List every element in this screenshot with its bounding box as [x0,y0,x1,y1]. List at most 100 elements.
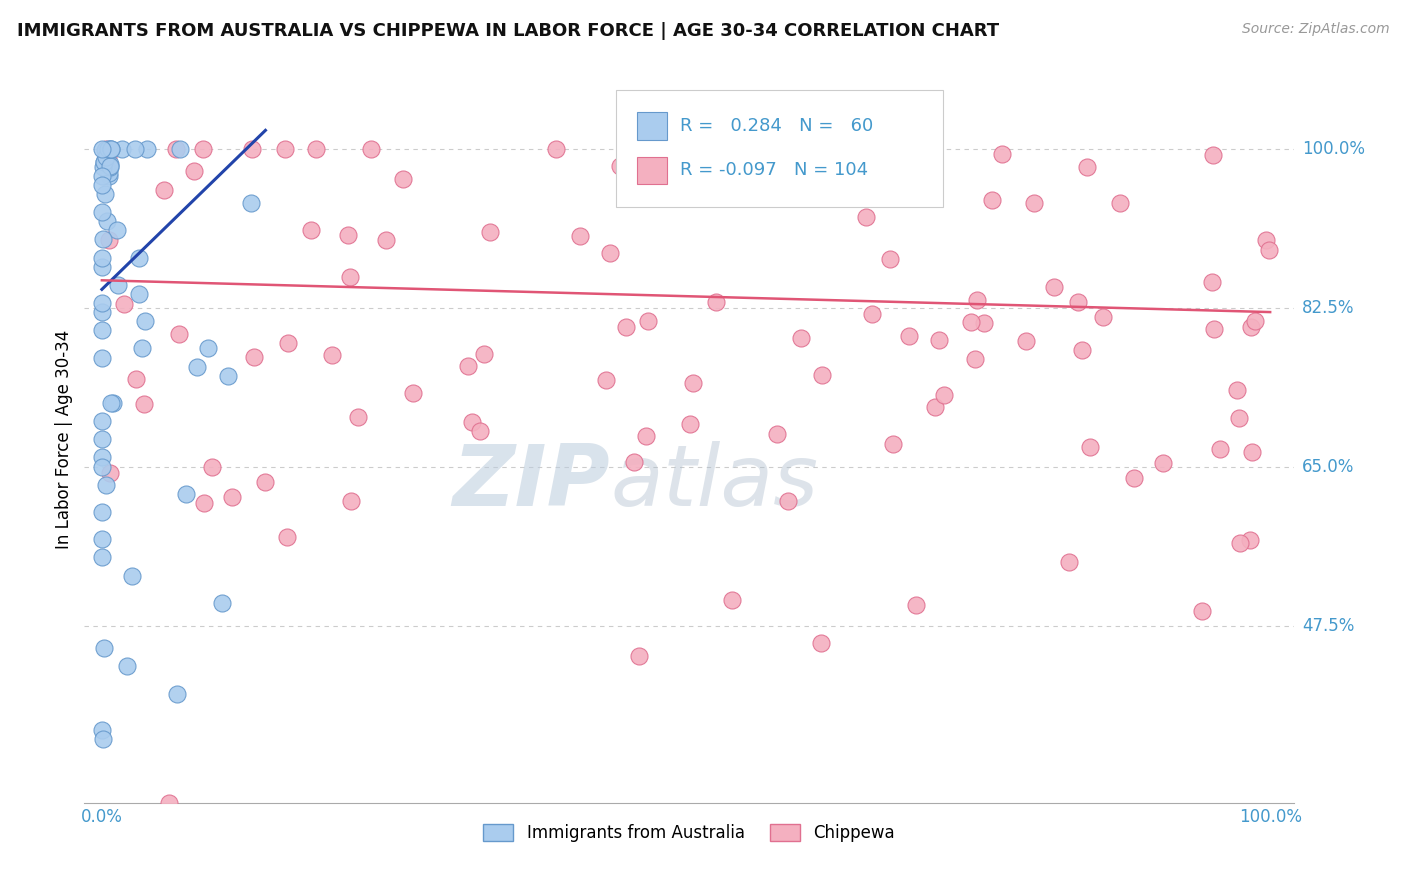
Point [166,687,188,701]
Point [91,732,114,747]
Point [963,351,986,366]
Point [637,314,659,328]
Point [1227,411,1250,425]
Point [134,314,156,328]
FancyBboxPatch shape [616,90,943,207]
Point [1257,243,1279,257]
Point [165,142,187,156]
Point [614,319,637,334]
Point [879,252,901,266]
Point [183,164,205,178]
Point [111,142,134,156]
Point [299,223,322,237]
Point [478,225,501,239]
Point [1226,384,1249,398]
Point [125,372,148,386]
Point [766,427,789,442]
Point [91,450,114,465]
Point [599,246,621,260]
Point [402,385,425,400]
Point [98,466,121,480]
Point [1244,314,1267,328]
Point [648,142,671,156]
Point [778,494,800,508]
Point [96,162,118,177]
Point [682,376,704,391]
Point [934,387,956,401]
Point [973,316,995,330]
Point [90,323,112,337]
Point [90,205,112,219]
Point [217,368,239,383]
Point [665,169,688,183]
Point [131,342,153,356]
Y-axis label: In Labor Force | Age 30-34: In Labor Force | Age 30-34 [55,330,73,549]
Point [100,142,122,156]
Point [135,142,157,156]
Point [1070,343,1092,357]
Point [546,142,568,156]
Point [706,295,728,310]
Point [93,154,115,169]
Point [1202,148,1225,162]
Point [117,659,139,673]
Point [94,186,117,201]
Point [254,475,277,489]
Point [457,359,479,373]
Text: R =   0.284   N =   60: R = 0.284 N = 60 [681,117,873,135]
Legend: Immigrants from Australia, Chippewa: Immigrants from Australia, Chippewa [477,817,901,849]
Point [810,635,832,649]
Point [128,287,150,301]
Point [193,495,215,509]
Point [153,183,176,197]
Point [90,433,112,447]
Point [360,142,382,156]
Point [97,142,120,156]
Point [107,277,129,292]
Point [96,214,118,228]
Point [100,396,122,410]
Point [90,251,112,265]
Point [186,359,208,374]
Point [274,142,297,156]
Point [243,350,266,364]
Point [460,415,482,429]
Point [392,172,415,186]
Point [90,505,112,519]
Point [97,150,120,164]
Point [221,490,243,504]
Point [90,414,112,428]
Point [98,142,121,156]
Point [277,335,299,350]
Point [90,169,112,183]
Text: R = -0.097   N = 104: R = -0.097 N = 104 [681,161,869,179]
Point [90,142,112,156]
Text: atlas: atlas [610,442,818,524]
Point [128,251,150,265]
Point [695,142,717,156]
Point [169,142,191,156]
Point [1109,196,1132,211]
Point [860,307,883,321]
Point [90,459,112,474]
Point [468,424,491,438]
Text: IMMIGRANTS FROM AUSTRALIA VS CHIPPEWA IN LABOR FORCE | AGE 30-34 CORRELATION CHA: IMMIGRANTS FROM AUSTRALIA VS CHIPPEWA IN… [17,22,1000,40]
Point [191,142,214,156]
Point [93,641,115,656]
Point [472,346,495,360]
Point [568,229,591,244]
Point [898,328,921,343]
Point [132,397,155,411]
Point [305,142,328,156]
Point [648,186,671,201]
Point [90,351,112,365]
Point [882,437,904,451]
Point [124,142,146,156]
Point [991,147,1014,161]
Point [90,723,112,738]
Point [98,157,121,171]
Text: ZIP: ZIP [453,442,610,524]
Point [1229,535,1251,549]
Point [90,178,112,192]
Point [924,400,946,414]
